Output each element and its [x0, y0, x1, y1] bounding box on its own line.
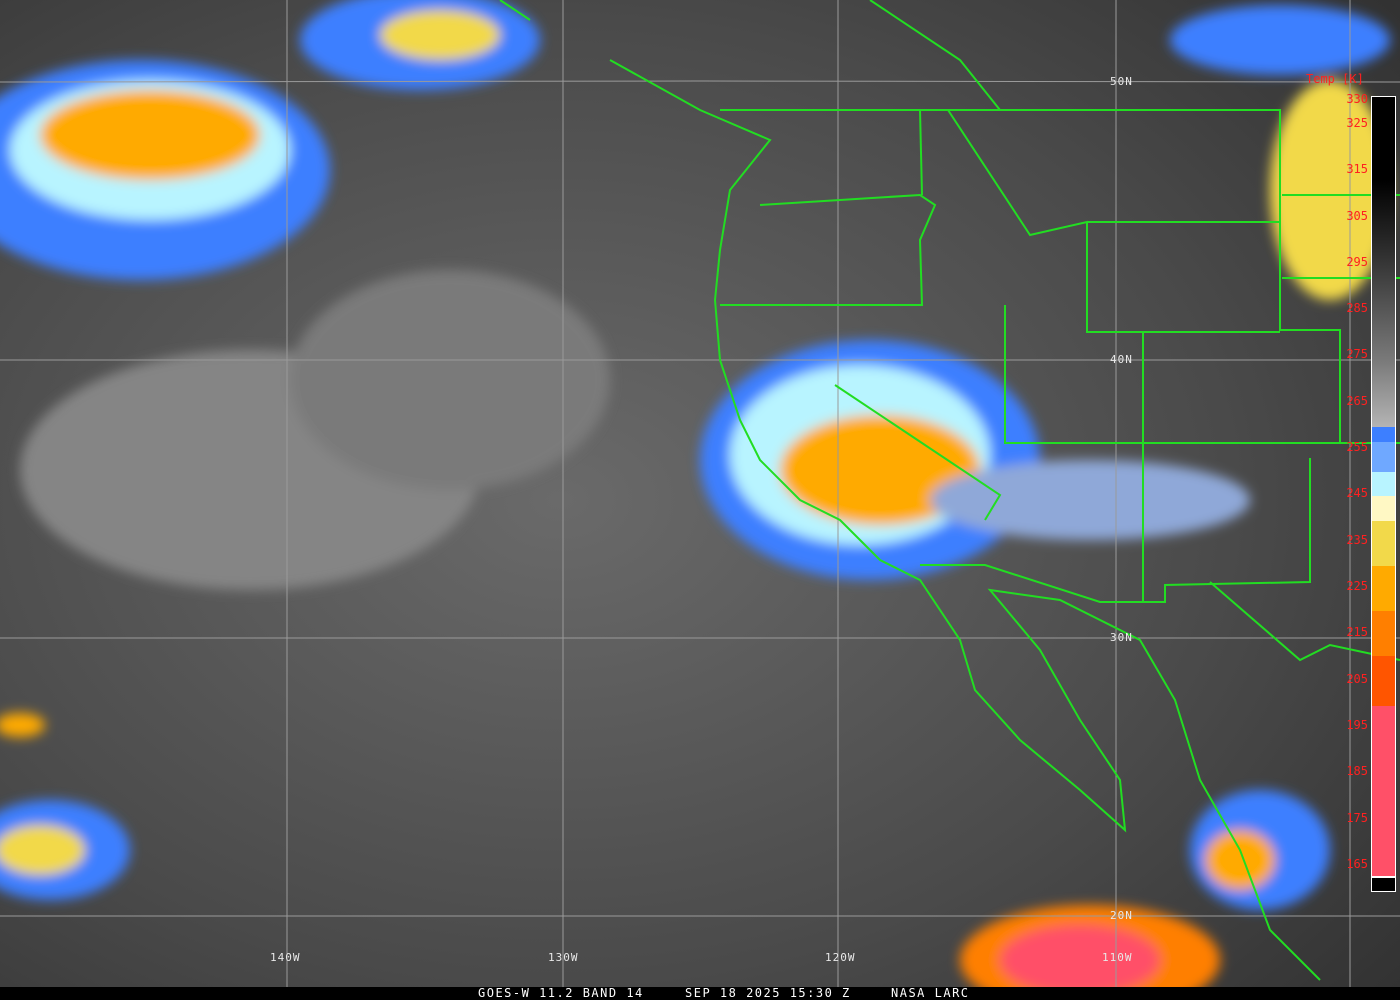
- colorbar-tick-label: 265: [1346, 394, 1368, 408]
- colorbar-segment: [1372, 611, 1395, 656]
- colorbar-segment: [1372, 427, 1395, 442]
- colorbar-title: Temp [K]: [1306, 72, 1364, 86]
- colorbar-segment: [1372, 566, 1395, 611]
- colorbar-grayscale: [1372, 97, 1395, 427]
- colorbar-tick-label: 330: [1346, 92, 1368, 106]
- lon-label-130w: 130W: [548, 951, 579, 964]
- caption-source: NASA LARC: [891, 986, 970, 1000]
- colorbar-tick-label: 235: [1346, 533, 1368, 547]
- colorbar-segment: [1372, 521, 1395, 566]
- colorbar-tick-label: 185: [1346, 764, 1368, 778]
- colorbar-tick-label: 205: [1346, 672, 1368, 686]
- caption-bar: GOES-W 11.2 BAND 14 SEP 18 2025 15:30 Z …: [0, 986, 1400, 1000]
- lat-label-30n: 30N: [1110, 631, 1133, 644]
- colorbar-tick-label: 225: [1346, 579, 1368, 593]
- lat-label-50n: 50N: [1110, 75, 1133, 88]
- colorbar-segment: [1372, 496, 1395, 521]
- colorbar-segment: [1372, 442, 1395, 472]
- colorbar-tick-label: 295: [1346, 255, 1368, 269]
- colorbar-segment: [1372, 472, 1395, 496]
- colorbar-tick-label: 325: [1346, 116, 1368, 130]
- colorbar-tick-label: 255: [1346, 440, 1368, 454]
- political-borders: [499, 0, 1400, 981]
- caption-datetime: SEP 18 2025 15:30 Z: [685, 986, 851, 1000]
- colorbar-tick-label: 245: [1346, 486, 1368, 500]
- colorbar-tick-label: 195: [1346, 718, 1368, 732]
- lat-label-20n: 20N: [1110, 909, 1133, 922]
- colorbar-segment: [1372, 656, 1395, 706]
- colorbar-tick-label: 275: [1346, 347, 1368, 361]
- caption-product: GOES-W 11.2 BAND 14: [478, 986, 644, 1000]
- lon-label-140w: 140W: [270, 951, 301, 964]
- colorbar-tick-label: 315: [1346, 162, 1368, 176]
- colorbar-segment: [1372, 706, 1395, 876]
- colorbar-tick-label: 215: [1346, 625, 1368, 639]
- lon-label-120w: 120W: [825, 951, 856, 964]
- colorbar-tick-label: 285: [1346, 301, 1368, 315]
- colorbar: [1371, 96, 1396, 892]
- lon-label-110w: 110W: [1102, 951, 1133, 964]
- lat-label-40n: 40N: [1110, 353, 1133, 366]
- colorbar-tick-label: 175: [1346, 811, 1368, 825]
- colorbar-tick-label: 305: [1346, 209, 1368, 223]
- colorbar-tick-label: 165: [1346, 857, 1368, 871]
